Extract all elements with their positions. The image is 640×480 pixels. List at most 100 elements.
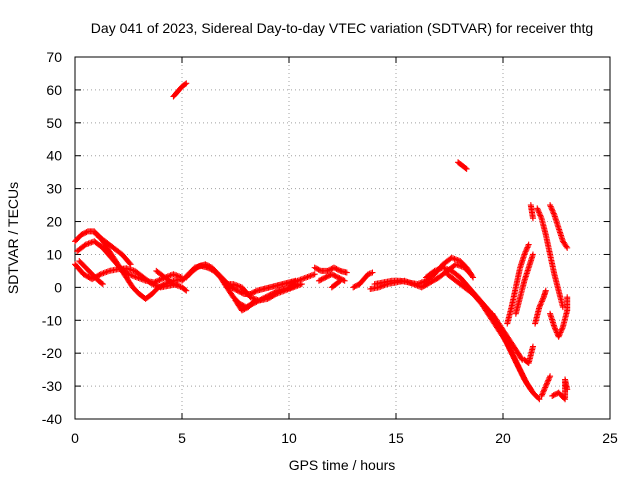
x-tick-label: 25 <box>602 430 618 446</box>
data-point <box>463 165 470 172</box>
data-point <box>242 305 249 312</box>
data-point <box>343 269 350 276</box>
data-point <box>557 329 564 336</box>
data-point <box>542 384 549 391</box>
data-point <box>527 385 534 392</box>
data-point <box>513 359 520 366</box>
data-point <box>319 275 326 282</box>
y-tick-label: 70 <box>46 49 62 65</box>
data-point <box>229 285 236 292</box>
plot-frame <box>74 56 611 420</box>
data-point <box>511 355 518 362</box>
data-point <box>314 265 321 272</box>
data-point <box>469 273 476 280</box>
series-arc-2 <box>72 228 185 302</box>
data-point <box>516 367 523 374</box>
series-arc-29 <box>538 373 554 399</box>
data-point <box>99 281 106 288</box>
data-point <box>536 302 543 309</box>
data-point <box>324 267 331 274</box>
data-point <box>156 283 163 290</box>
series-arc-26 <box>527 202 536 222</box>
data-point <box>330 271 337 278</box>
series-arc-3 <box>74 238 185 286</box>
data-point <box>529 251 536 258</box>
series-arc-14 <box>315 271 348 284</box>
data-point <box>527 386 534 393</box>
data-point <box>513 360 520 367</box>
data-point <box>536 304 543 311</box>
series-arc-30 <box>547 294 571 340</box>
x-tick-label: 5 <box>178 430 186 446</box>
data-point <box>334 266 341 273</box>
x-axis-label: GPS time / hours <box>289 457 396 473</box>
data-point <box>152 278 159 285</box>
data-point <box>536 211 543 218</box>
y-tick-label: -10 <box>42 312 62 328</box>
data-point <box>489 310 496 317</box>
data-point <box>536 396 543 403</box>
data-point <box>497 327 504 334</box>
data-point <box>251 297 258 304</box>
data-point <box>251 288 258 295</box>
data-point <box>550 210 557 217</box>
data-point <box>508 350 515 357</box>
data-point <box>340 277 347 284</box>
data-point <box>323 273 330 280</box>
data-point <box>205 262 212 269</box>
y-tick-label: 40 <box>46 148 62 164</box>
data-point <box>501 335 508 342</box>
data-point <box>534 205 541 212</box>
data-point <box>311 264 318 271</box>
data-point <box>155 284 162 291</box>
data-point <box>551 391 558 398</box>
data-point <box>537 212 544 219</box>
data-point <box>564 386 571 393</box>
series-arc-5 <box>93 231 134 268</box>
data-point <box>490 313 497 320</box>
x-tick-label: 15 <box>388 430 404 446</box>
data-point <box>83 229 90 236</box>
data-point <box>547 373 554 380</box>
data-point <box>529 215 536 222</box>
data-point <box>544 378 551 385</box>
data-point <box>522 248 529 255</box>
data-point <box>543 381 550 388</box>
data-point <box>564 244 571 251</box>
data-point <box>322 274 329 281</box>
data-point <box>498 329 505 336</box>
data-point <box>547 203 554 210</box>
data-point <box>250 298 257 305</box>
y-tick-label: 60 <box>46 82 62 98</box>
data-point <box>540 295 547 302</box>
data-point <box>182 81 189 88</box>
data-point <box>529 343 536 350</box>
data-point <box>491 314 498 321</box>
data-point <box>545 376 552 383</box>
data-point <box>519 372 526 379</box>
data-point <box>316 267 323 274</box>
x-tick-label: 20 <box>495 430 511 446</box>
data-point <box>551 325 558 332</box>
data-point <box>79 231 86 238</box>
data-point <box>96 271 103 278</box>
y-tick-label: 30 <box>46 181 62 197</box>
data-point <box>182 286 189 293</box>
data-point <box>546 374 553 381</box>
data-point <box>500 333 507 340</box>
data-point <box>505 344 512 351</box>
data-point <box>509 351 516 358</box>
data-point <box>540 388 547 395</box>
y-tick-label: 10 <box>46 246 62 262</box>
data-point <box>271 291 278 298</box>
data-point <box>241 306 248 313</box>
series-arc-24 <box>512 251 536 317</box>
data-point <box>333 273 340 280</box>
data-point <box>312 265 319 272</box>
data-point <box>518 369 525 376</box>
data-point <box>525 242 532 249</box>
data-point <box>552 326 559 333</box>
data-point <box>337 277 344 284</box>
data-point <box>127 261 134 268</box>
y-tick-label: -40 <box>42 411 62 427</box>
